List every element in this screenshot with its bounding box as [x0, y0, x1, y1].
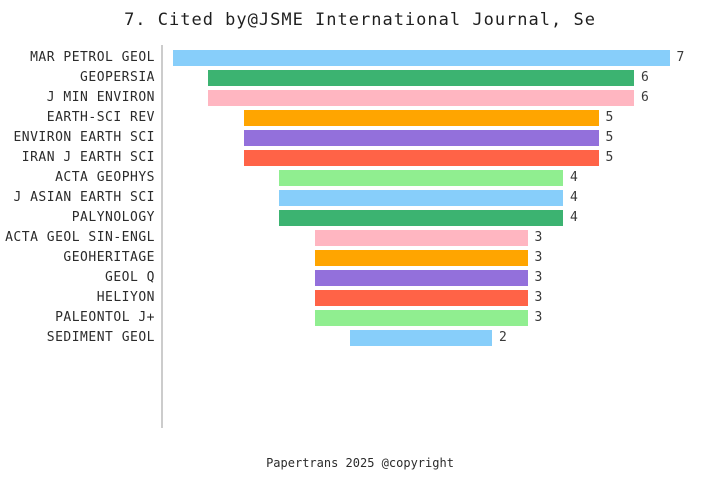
value-label: 5: [605, 130, 614, 145]
category-label: GEOL Q: [105, 270, 155, 285]
bar: [243, 110, 599, 126]
value-label: 3: [534, 230, 543, 245]
bar-row: J MIN ENVIRON 6: [0, 88, 720, 108]
bar-row: EARTH-SCI REV 5: [0, 108, 720, 128]
bar: [208, 70, 634, 86]
category-label: PALEONTOL J+: [55, 310, 155, 325]
bar: [279, 170, 563, 186]
bar: [279, 210, 563, 226]
value-label: 6: [641, 70, 649, 85]
bar: [243, 150, 599, 166]
bar: [314, 290, 528, 306]
category-label: J MIN ENVIRON: [46, 90, 155, 105]
value-label: 4: [570, 170, 578, 185]
bar-row: J ASIAN EARTH SCI 4: [0, 188, 720, 208]
bar-row: GEOL Q 3: [0, 268, 720, 288]
category-label: ACTA GEOL SIN-ENGL: [5, 230, 155, 245]
chart-title: 7. Cited by@JSME International Journal, …: [124, 10, 596, 30]
bar: [350, 330, 492, 346]
bar: [243, 130, 599, 146]
category-label: SEDIMENT GEOL: [46, 330, 155, 345]
category-label: J ASIAN EARTH SCI: [13, 190, 155, 205]
category-label: ACTA GEOPHYS: [55, 170, 155, 185]
bar-row: PALYNOLOGY 4: [0, 208, 720, 228]
value-label: 6: [641, 90, 649, 105]
value-label: 7: [676, 50, 685, 65]
category-label: EARTH-SCI REV: [46, 110, 155, 125]
bar-row: GEOHERITAGE 3: [0, 248, 720, 268]
bar: [314, 310, 528, 326]
bar-row: ACTA GEOL SIN-ENGL 3: [0, 228, 720, 248]
category-label: IRAN J EARTH SCI: [21, 150, 155, 165]
category-label: ENVIRON EARTH SCI: [13, 130, 155, 145]
value-label: 3: [534, 310, 543, 325]
value-label: 2: [499, 330, 507, 345]
bar-row: HELIYON 3: [0, 288, 720, 308]
bar-row: IRAN J EARTH SCI 5: [0, 148, 720, 168]
value-label: 4: [570, 190, 578, 205]
y-axis-line: [161, 45, 163, 428]
bar: [208, 90, 634, 106]
category-label: GEOHERITAGE: [63, 250, 155, 265]
bar: [314, 270, 528, 286]
bar-row: PALEONTOL J+ 3: [0, 308, 720, 328]
value-label: 4: [570, 210, 578, 225]
bar-row: MAR PETROL GEOL 7: [0, 48, 720, 68]
bar-row: ENVIRON EARTH SCI 5: [0, 128, 720, 148]
value-label: 5: [605, 110, 614, 125]
bar: [172, 50, 670, 66]
value-label: 3: [534, 270, 543, 285]
copyright-footer: Papertrans 2025 @copyright: [266, 456, 454, 470]
category-label: MAR PETROL GEOL: [30, 50, 155, 65]
value-label: 3: [534, 290, 543, 305]
bar: [314, 230, 528, 246]
category-label: PALYNOLOGY: [71, 210, 155, 225]
value-label: 3: [534, 250, 543, 265]
bar: [314, 250, 528, 266]
bar: [279, 190, 563, 206]
category-label: HELIYON: [96, 290, 155, 305]
category-label: GEOPERSIA: [80, 70, 155, 85]
value-label: 5: [605, 150, 614, 165]
bar-row: ACTA GEOPHYS 4: [0, 168, 720, 188]
bar-row: GEOPERSIA 6: [0, 68, 720, 88]
bar-row: SEDIMENT GEOL 2: [0, 328, 720, 348]
